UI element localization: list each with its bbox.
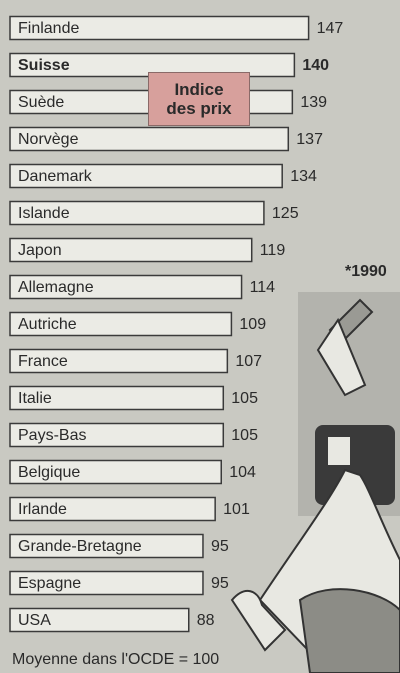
category-label: Belgique <box>18 464 80 481</box>
category-label: Danemark <box>18 168 93 185</box>
chart-title: Indice des prix <box>166 80 232 118</box>
category-label: Italie <box>18 390 52 407</box>
value-label: 105 <box>231 427 258 444</box>
value-label: 147 <box>317 20 344 37</box>
category-label: Islande <box>18 205 70 222</box>
category-label: Espagne <box>18 575 81 592</box>
bar <box>9 200 265 226</box>
category-label: Japon <box>18 242 62 259</box>
bar <box>9 348 229 374</box>
category-label: Grande-Bretagne <box>18 538 142 555</box>
bar <box>9 274 243 300</box>
bar <box>9 607 190 633</box>
value-label: 95 <box>211 575 229 592</box>
category-label: France <box>18 353 68 370</box>
value-label: 107 <box>235 353 262 370</box>
value-label: 95 <box>211 538 229 555</box>
category-label: Norvège <box>18 131 79 148</box>
title-box: Indice des prix <box>148 72 250 126</box>
category-label: Finlande <box>18 20 79 37</box>
bar <box>9 237 253 263</box>
value-label: 114 <box>250 279 276 296</box>
bar <box>9 496 216 522</box>
bar <box>9 422 225 448</box>
value-label: 88 <box>197 612 215 629</box>
category-label: Allemagne <box>18 279 94 296</box>
category-label: Irlande <box>18 501 67 518</box>
bar <box>9 570 204 596</box>
category-label: USA <box>18 612 51 629</box>
bar <box>9 533 204 559</box>
value-label: 137 <box>296 131 323 148</box>
bar <box>9 459 222 485</box>
value-label: 140 <box>302 57 329 74</box>
value-label: 109 <box>239 316 266 333</box>
value-label: 119 <box>260 242 286 259</box>
category-label: Pays-Bas <box>18 427 86 444</box>
category-label: Autriche <box>18 316 77 333</box>
value-label: 134 <box>290 168 317 185</box>
bar <box>9 163 283 189</box>
category-label: Suisse <box>18 57 70 74</box>
bar <box>9 15 310 41</box>
value-label: 104 <box>229 464 256 481</box>
bar <box>9 126 290 152</box>
value-label: 105 <box>231 390 258 407</box>
bar <box>9 385 225 411</box>
value-label: 125 <box>272 205 299 222</box>
illustration <box>230 292 400 673</box>
value-label: 139 <box>300 94 327 111</box>
category-label: Suède <box>18 94 64 111</box>
footer: Moyenne dans l'OCDE = 100 <box>12 651 219 668</box>
bar <box>9 311 233 337</box>
value-label: 101 <box>223 501 250 518</box>
note: *1990 <box>345 263 387 280</box>
